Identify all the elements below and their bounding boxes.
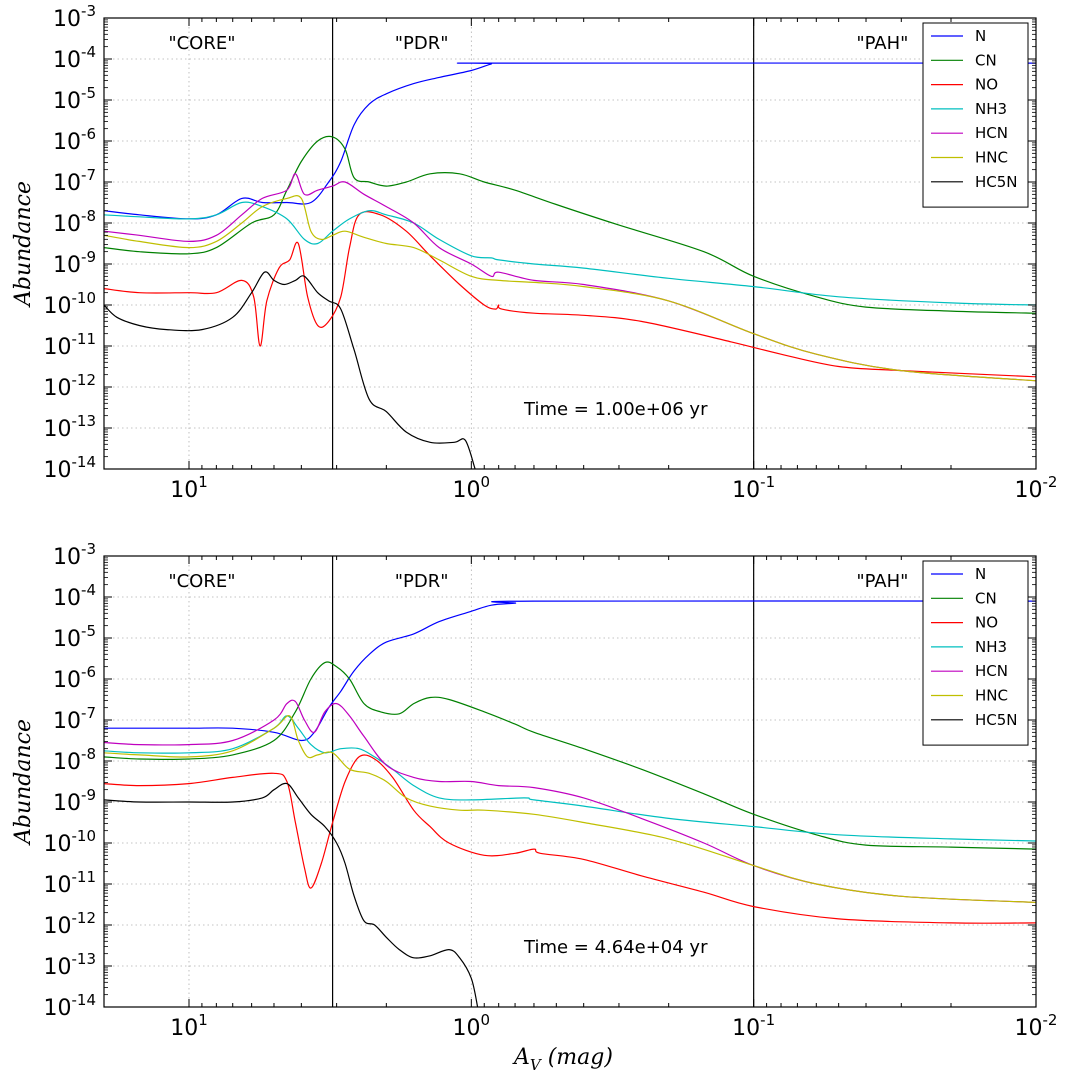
x-tick-label: 100 — [453, 1011, 491, 1041]
y-tick-label: 10-7 — [53, 704, 96, 734]
y-tick-label: 10-8 — [53, 745, 96, 775]
x-tick-label: 100 — [453, 473, 491, 503]
y-tick-label: 10-6 — [53, 663, 96, 693]
y-tick-label: 10-8 — [53, 207, 96, 237]
legend-label-no: NO — [975, 76, 998, 94]
region-label: "CORE" — [168, 33, 235, 54]
series-group — [104, 600, 1036, 1007]
series-line-hcn — [104, 699, 1036, 903]
x-tick-label: 101 — [170, 1011, 208, 1041]
y-tick-label: 10-9 — [53, 248, 96, 278]
y-tick-label: 10-5 — [53, 622, 96, 652]
series-line-hnc — [104, 715, 1036, 903]
series-line-nh3 — [104, 715, 1036, 842]
y-tick-label: 10-14 — [44, 453, 97, 483]
y-tick-label: 10-3 — [53, 2, 96, 32]
y-tick-label: 10-12 — [44, 909, 97, 939]
legend-label-n: N — [975, 27, 986, 45]
y-tick-label: 10-3 — [53, 540, 96, 570]
series-line-n — [104, 62, 1036, 220]
y-tick-label: 10-11 — [44, 330, 97, 360]
series-line-no — [104, 211, 1036, 378]
region-label: "PDR" — [395, 571, 449, 592]
region-label: "PAH" — [856, 571, 908, 592]
region-label: "PDR" — [395, 33, 449, 54]
y-tick-label: 10-11 — [44, 868, 97, 898]
y-tick-label: 10-13 — [44, 412, 97, 442]
legend-box — [922, 560, 1029, 746]
x-axis-label: AV (mag) — [512, 1045, 613, 1074]
region-label: "PAH" — [856, 33, 908, 54]
series-line-hc5n — [104, 271, 476, 469]
series-line-hcn — [104, 173, 1036, 382]
series-line-n — [104, 600, 1036, 742]
y-tick-label: 10-7 — [53, 166, 96, 196]
legend-label-nh3: NH3 — [975, 638, 1007, 656]
x-tick-label: 10-2 — [1015, 1011, 1058, 1041]
legend-label-hnc: HNC — [975, 149, 1008, 167]
legend-label-hcn: HCN — [975, 662, 1008, 680]
series-line-hc5n — [104, 782, 479, 1007]
series-line-cn — [104, 661, 1036, 850]
legend-label-no: NO — [975, 614, 998, 632]
legend-label-hc5n: HC5N — [975, 173, 1018, 191]
y-axis-label: Abundance — [11, 719, 36, 846]
x-tick-label: 101 — [170, 473, 208, 503]
y-tick-label: 10-4 — [53, 581, 96, 611]
legend-label-hc5n: HC5N — [975, 711, 1018, 729]
chart-panel-2: 101 100 10-1 10-2 10-3 10-4 10-5 10-6 10-7 10-8 10… — [11, 540, 1057, 1074]
legend-label-hcn: HCN — [975, 124, 1008, 142]
y-tick-label: 10-9 — [53, 786, 96, 816]
y-tick-label: 10-4 — [53, 43, 96, 73]
y-tick-label: 10-6 — [53, 125, 96, 155]
legend: N CN NO NH3 HCN HNC HC5N — [922, 560, 1029, 746]
legend: N CN NO NH3 HCN HNC HC5N — [922, 22, 1029, 208]
legend-label-cn: CN — [975, 51, 997, 69]
y-tick-label: 10-10 — [44, 827, 97, 857]
series-line-cn — [104, 135, 1036, 314]
series-group — [104, 62, 1036, 469]
y-tick-label: 10-13 — [44, 950, 97, 980]
series-line-hnc — [104, 195, 1036, 382]
y-tick-label: 10-10 — [44, 289, 97, 319]
series-line-nh3 — [104, 201, 1036, 306]
legend-label-cn: CN — [975, 589, 997, 607]
chart-panel-1: 101 100 10-1 10-2 10-3 10-4 10-5 10-6 10-7 10-8 10… — [11, 2, 1057, 503]
legend-box — [922, 22, 1029, 208]
y-tick-label: 10-12 — [44, 371, 97, 401]
time-annotation: Time = 4.64e+04 yr — [523, 937, 708, 958]
plot-frame — [103, 555, 1037, 1008]
x-tick-label: 10-1 — [732, 473, 775, 503]
y-tick-label: 10-14 — [44, 991, 97, 1021]
legend-label-hnc: HNC — [975, 687, 1008, 705]
y-axis-label: Abundance — [11, 181, 36, 308]
region-label: "CORE" — [168, 571, 235, 592]
series-line-no — [104, 754, 1036, 924]
legend-label-nh3: NH3 — [975, 100, 1007, 118]
x-tick-label: 10-2 — [1015, 473, 1058, 503]
x-tick-label: 10-1 — [732, 1011, 775, 1041]
plot-frame — [103, 17, 1037, 470]
y-tick-label: 10-5 — [53, 84, 96, 114]
legend-label-n: N — [975, 565, 986, 583]
time-annotation: Time = 1.00e+06 yr — [523, 399, 708, 420]
